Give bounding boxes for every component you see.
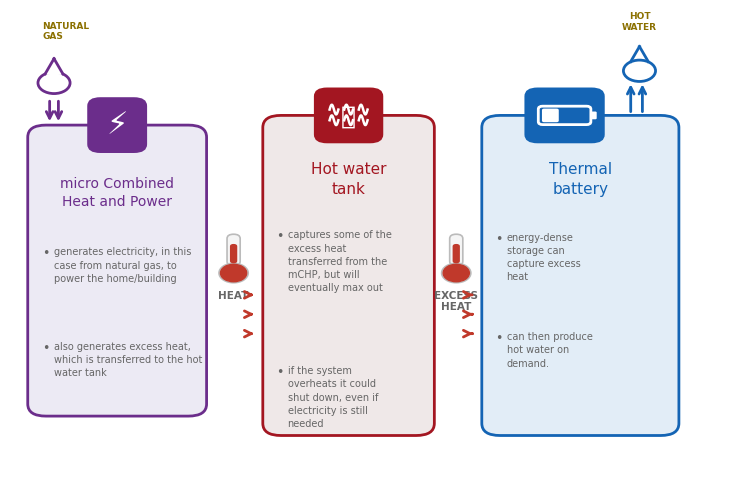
FancyBboxPatch shape — [542, 109, 558, 123]
FancyBboxPatch shape — [314, 89, 383, 144]
Text: •: • — [276, 365, 283, 378]
FancyBboxPatch shape — [524, 89, 604, 144]
Text: HEAT: HEAT — [218, 290, 249, 301]
FancyBboxPatch shape — [227, 235, 240, 266]
Text: NATURAL
GAS: NATURAL GAS — [42, 22, 90, 41]
Text: also generates excess heat,
which is transferred to the hot
water tank: also generates excess heat, which is tra… — [54, 341, 202, 378]
Text: ⚡: ⚡ — [107, 111, 128, 140]
Text: captures some of the
excess heat
transferred from the
mCHP, but will
eventually : captures some of the excess heat transfe… — [288, 230, 391, 292]
Text: •: • — [495, 332, 502, 345]
FancyBboxPatch shape — [88, 98, 147, 154]
FancyBboxPatch shape — [482, 116, 679, 436]
FancyBboxPatch shape — [230, 244, 237, 264]
Circle shape — [220, 265, 247, 282]
Polygon shape — [47, 60, 61, 75]
Text: micro Combined
Heat and Power: micro Combined Heat and Power — [60, 177, 174, 209]
FancyBboxPatch shape — [453, 244, 460, 264]
Text: Thermal
battery: Thermal battery — [549, 162, 612, 197]
Text: Hot water
tank: Hot water tank — [311, 162, 386, 197]
Text: •: • — [42, 247, 50, 260]
Text: •: • — [495, 232, 502, 245]
Text: •: • — [42, 341, 50, 354]
Circle shape — [443, 265, 469, 282]
Text: •: • — [276, 230, 283, 243]
FancyBboxPatch shape — [28, 126, 207, 416]
Text: ꩜: ꩜ — [341, 104, 356, 128]
Text: energy-dense
storage can
capture excess
heat: energy-dense storage can capture excess … — [507, 232, 580, 282]
Text: can then produce
hot water on
demand.: can then produce hot water on demand. — [507, 332, 593, 368]
Text: HOT
WATER: HOT WATER — [622, 12, 657, 31]
FancyBboxPatch shape — [450, 235, 463, 266]
Text: EXCESS
HEAT: EXCESS HEAT — [434, 290, 478, 312]
Text: if the system
overheats it could
shut down, even if
electricity is still
needed: if the system overheats it could shut do… — [288, 365, 378, 428]
FancyBboxPatch shape — [591, 112, 596, 120]
Text: generates electricity, in this
case from natural gas, to
power the home/building: generates electricity, in this case from… — [54, 247, 191, 283]
FancyBboxPatch shape — [263, 116, 434, 436]
